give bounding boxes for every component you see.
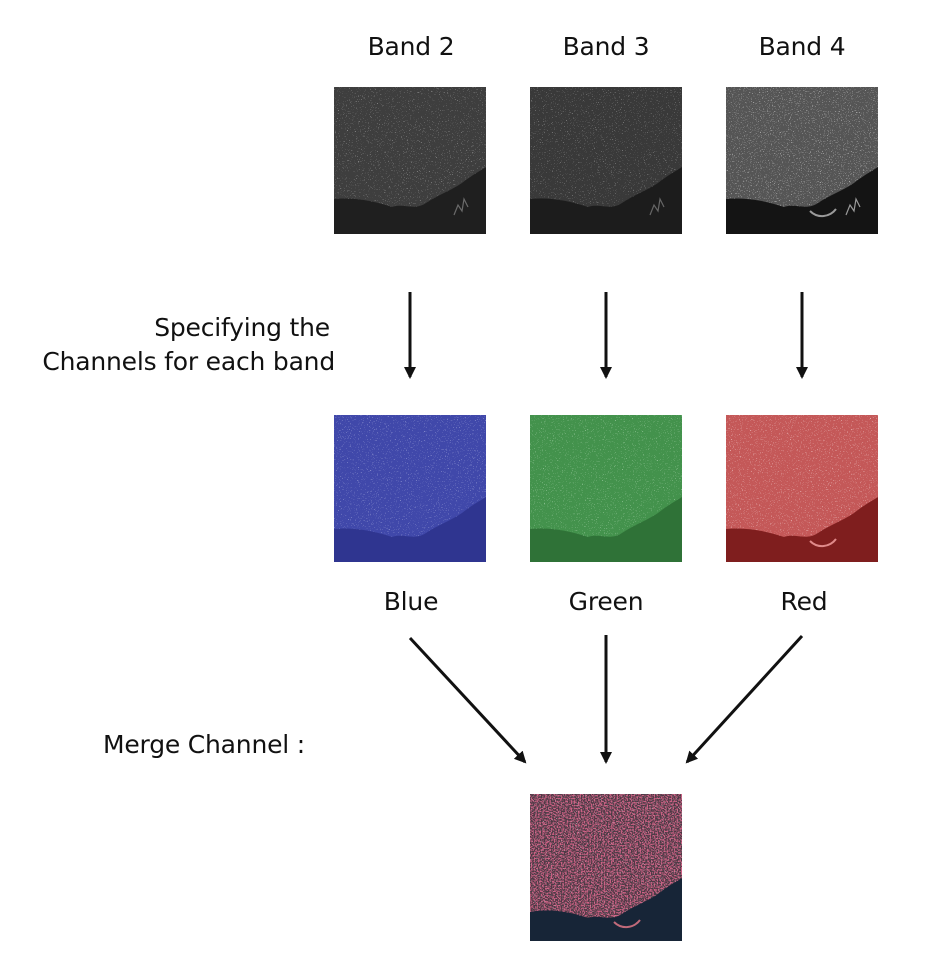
blue-channel-label: Blue — [383, 587, 439, 616]
merge-channel-label: Merge Channel : — [103, 730, 305, 759]
green-channel-image — [530, 415, 682, 562]
green-channel-label: Green — [568, 587, 644, 616]
red-channel-image — [726, 415, 878, 562]
band-3-image — [530, 87, 682, 234]
band-2-image — [334, 87, 486, 234]
step-label-line-1: Specifying the — [154, 313, 330, 342]
blue-channel-image — [334, 415, 486, 562]
arrow-blue-to-merge — [408, 636, 527, 764]
band-4-image — [726, 87, 878, 234]
band-3-label: Band 3 — [562, 32, 650, 61]
band-4-label: Band 4 — [758, 32, 846, 61]
merged-image — [530, 794, 682, 941]
channel-to-merge-arrows — [408, 634, 804, 764]
step-label-line-2: Channels for each band — [42, 347, 335, 376]
arrow-red-to-merge — [685, 634, 804, 764]
band-to-channel-arrows — [404, 292, 808, 379]
red-channel-label: Red — [780, 587, 828, 616]
band-2-label: Band 2 — [367, 32, 455, 61]
